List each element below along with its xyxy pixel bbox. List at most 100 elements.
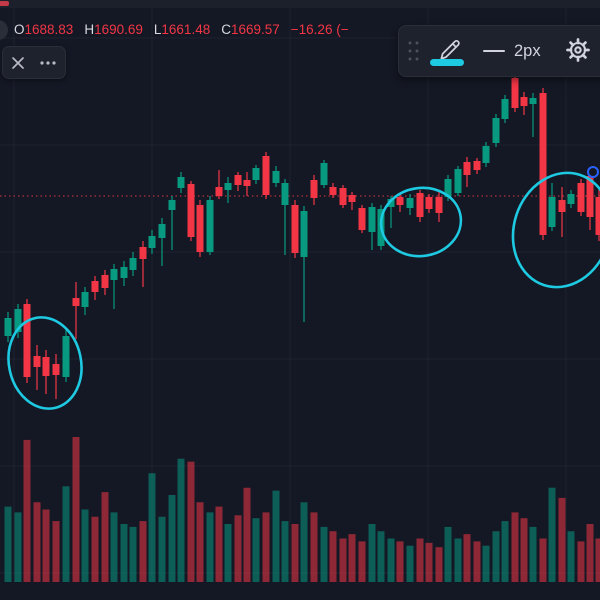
candle bbox=[425, 197, 433, 209]
price-change: −16.26 (− bbox=[290, 21, 349, 37]
volume-bar bbox=[81, 509, 89, 582]
volume-bar bbox=[272, 490, 280, 582]
more-options-button[interactable] bbox=[33, 48, 63, 78]
candle bbox=[454, 169, 462, 193]
candle bbox=[72, 298, 80, 306]
candle bbox=[148, 236, 156, 248]
volume-bar bbox=[539, 538, 547, 582]
volume-bar bbox=[4, 506, 12, 582]
candle bbox=[577, 183, 585, 212]
more-options-icon bbox=[40, 60, 56, 65]
volume-bar bbox=[91, 516, 99, 582]
candle bbox=[158, 224, 166, 238]
candle bbox=[33, 356, 41, 367]
instrument-logo bbox=[0, 20, 8, 40]
candle bbox=[291, 205, 299, 253]
candle bbox=[444, 179, 452, 197]
candle bbox=[139, 247, 147, 259]
volume-bar bbox=[482, 545, 490, 582]
candle bbox=[567, 194, 575, 204]
candle bbox=[168, 200, 176, 210]
volume-bar bbox=[262, 512, 270, 582]
candle bbox=[310, 180, 318, 198]
candle bbox=[14, 309, 22, 332]
line-width-button[interactable]: 2px bbox=[483, 34, 549, 68]
volume-bar bbox=[101, 492, 109, 582]
volume-bar bbox=[215, 506, 223, 582]
volume-bar bbox=[444, 526, 452, 582]
candle bbox=[42, 357, 50, 376]
drag-handle-icon bbox=[408, 41, 419, 61]
volume-bar bbox=[586, 524, 594, 582]
volume-bar bbox=[110, 512, 118, 582]
volume-bar bbox=[310, 512, 318, 582]
volume-bar bbox=[348, 534, 356, 582]
candle bbox=[329, 187, 337, 195]
candle bbox=[177, 177, 185, 188]
candle bbox=[358, 208, 366, 230]
volume-bar bbox=[329, 531, 337, 582]
candle bbox=[586, 176, 594, 217]
candle bbox=[243, 180, 251, 186]
volume-bar bbox=[206, 512, 214, 582]
candle bbox=[492, 118, 500, 143]
volume-bar bbox=[62, 486, 70, 582]
candle bbox=[272, 171, 280, 183]
candle bbox=[234, 175, 242, 185]
candle bbox=[463, 162, 471, 175]
volume-bar bbox=[187, 461, 195, 582]
close-button[interactable] bbox=[3, 48, 33, 78]
ohlc-legend: O1688.83 H1690.69 L1661.48 C1669.57 −16.26 … bbox=[14, 21, 349, 37]
candle bbox=[520, 97, 528, 106]
gear-icon bbox=[566, 37, 590, 62]
corner-accent bbox=[0, 1, 9, 6]
candle bbox=[110, 269, 118, 280]
volume-bar bbox=[291, 524, 299, 582]
volume-bar bbox=[577, 541, 585, 582]
volume-bar bbox=[511, 512, 519, 582]
volume-bar bbox=[168, 495, 176, 582]
candle bbox=[539, 93, 547, 235]
color-swatch[interactable] bbox=[430, 59, 464, 66]
candle bbox=[262, 156, 270, 195]
ohlc-values: O1688.83 H1690.69 L1661.48 C1669.57 bbox=[14, 22, 291, 37]
drawing-anchor[interactable] bbox=[587, 166, 599, 178]
drawing-ellipse-3[interactable] bbox=[498, 160, 600, 300]
brush-color-button[interactable] bbox=[429, 30, 471, 72]
candle bbox=[339, 188, 347, 205]
toolbar-drag-handle[interactable] bbox=[405, 37, 423, 65]
candle bbox=[529, 98, 537, 104]
candle bbox=[482, 146, 490, 163]
settings-button[interactable] bbox=[559, 33, 597, 69]
candle bbox=[406, 198, 414, 208]
candle bbox=[595, 197, 600, 235]
volume-bar bbox=[435, 547, 443, 582]
volume-bar bbox=[300, 502, 308, 582]
volume-bar bbox=[463, 534, 471, 582]
window-top-strip bbox=[0, 0, 600, 8]
volume-bar bbox=[224, 524, 232, 582]
candle bbox=[62, 336, 70, 377]
drawing-ellipse-1[interactable] bbox=[0, 311, 90, 416]
line-width-icon bbox=[483, 49, 505, 53]
volume-bar bbox=[52, 521, 60, 582]
volume-bar bbox=[558, 497, 566, 582]
volume-bar bbox=[23, 439, 31, 582]
volume-bar bbox=[387, 538, 395, 582]
candle bbox=[548, 197, 556, 227]
ohlc-pair: L1661.48 bbox=[153, 21, 211, 37]
pencil-icon bbox=[440, 39, 460, 60]
candle bbox=[511, 78, 519, 108]
volume-bar bbox=[520, 518, 528, 582]
ohlc-pair: C1669.57 bbox=[221, 21, 280, 37]
volume-bar bbox=[454, 538, 462, 582]
volume-bar bbox=[42, 509, 50, 582]
candle bbox=[52, 364, 60, 375]
volume-bar bbox=[158, 516, 166, 582]
volume-bar bbox=[139, 521, 147, 582]
volume-bar bbox=[529, 526, 537, 582]
drawing-ellipse-2[interactable] bbox=[377, 183, 466, 261]
candle bbox=[187, 184, 195, 237]
